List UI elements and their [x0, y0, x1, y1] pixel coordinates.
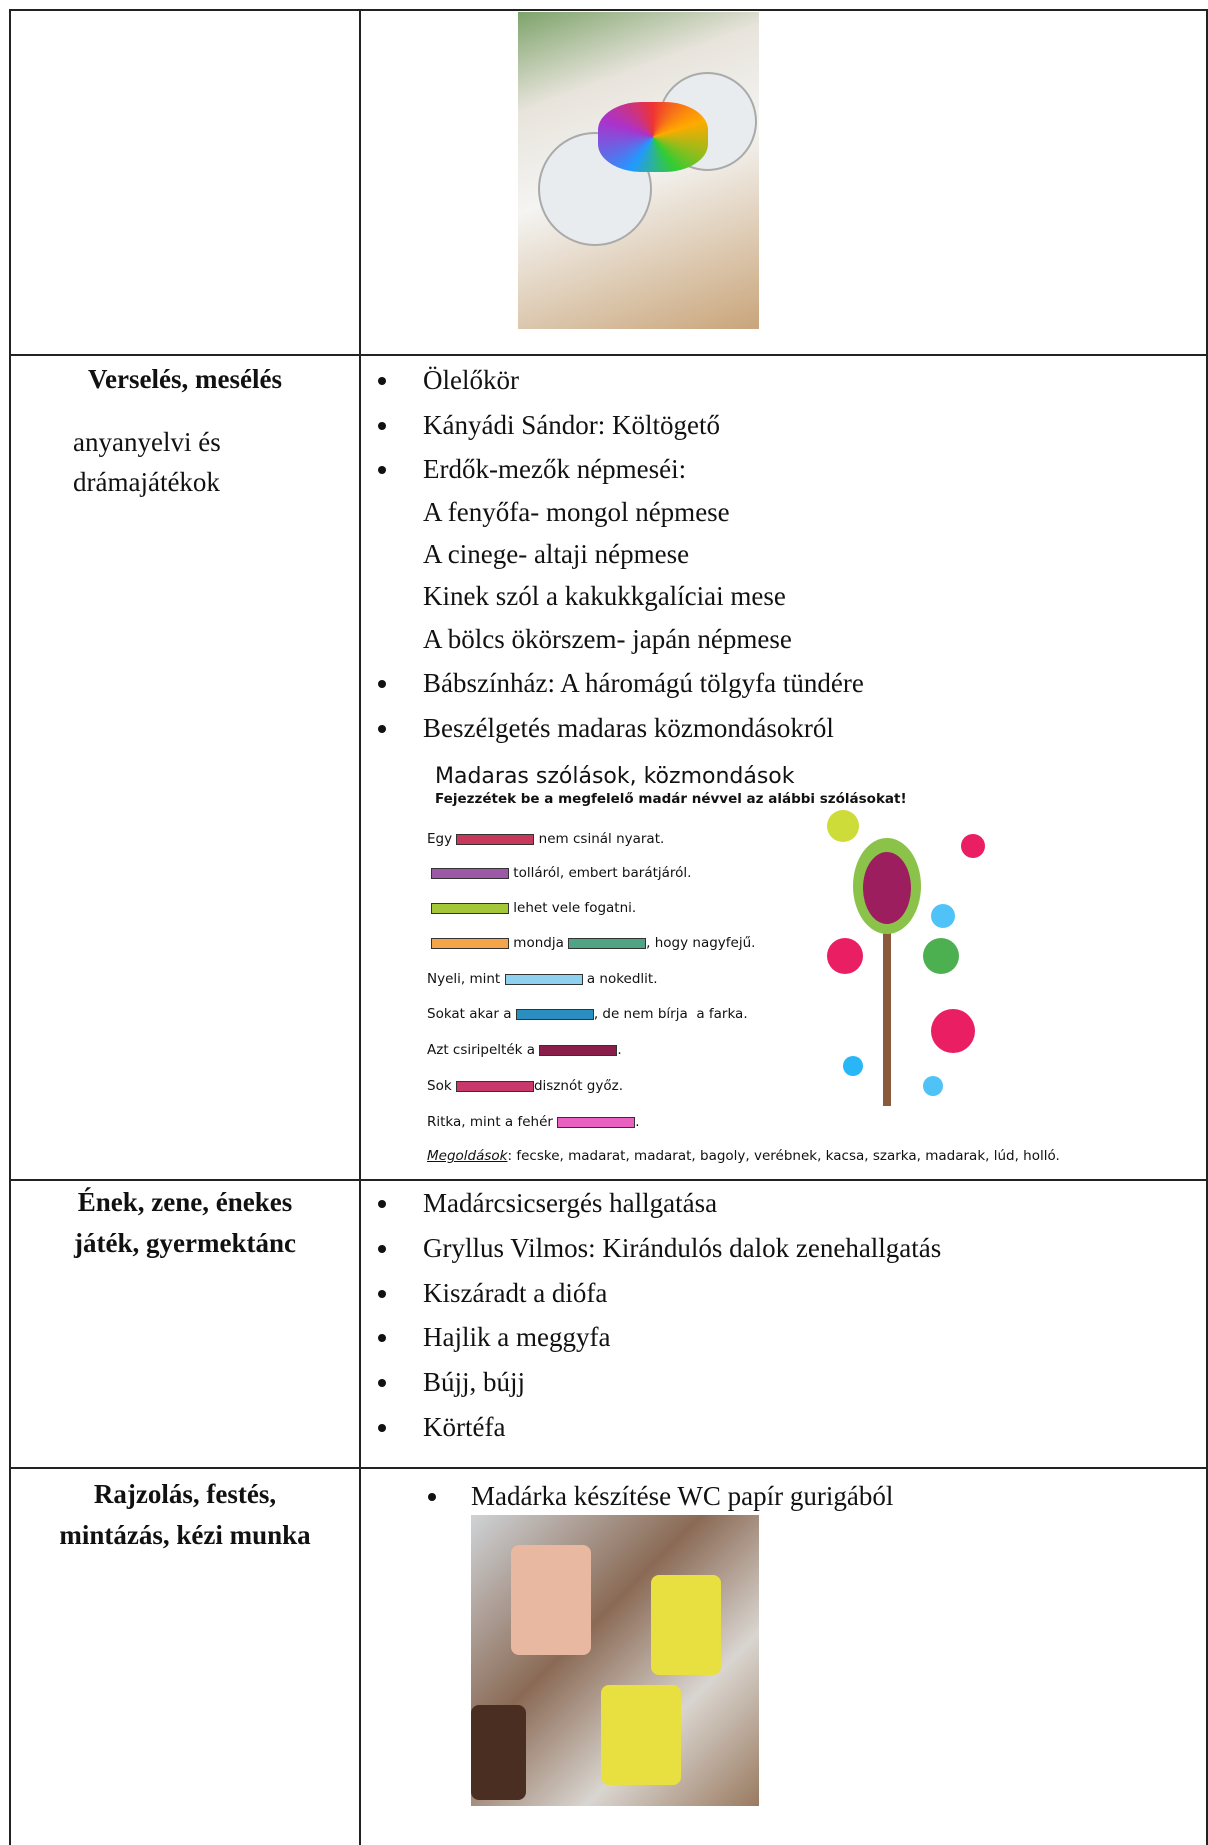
worksheet-text: . — [635, 1114, 640, 1130]
list-item: A bölcs ökörszem- japán népmese — [423, 624, 792, 654]
list-item: Beszélgetés madaras közmondásokról — [423, 713, 834, 743]
blank — [456, 833, 535, 845]
blank — [455, 1080, 534, 1092]
bullet — [378, 422, 386, 430]
list-item: Körtéfa — [423, 1412, 506, 1442]
worksheet-line: tolláról, embert barátjáról. — [431, 863, 691, 883]
row-label: Verselés, mesélés — [88, 364, 282, 394]
list-item: Madárcsicsergés hallgatása — [423, 1188, 718, 1218]
bullet — [428, 1493, 436, 1501]
worksheet-instruction: Fejezzétek be a megfelelő madár névvel a… — [435, 791, 907, 807]
worksheet-text: lehet vele fogatni. — [509, 900, 637, 916]
list-item: Bújj, bújj — [423, 1367, 526, 1397]
bullet — [378, 1200, 386, 1208]
worksheet-line: Sok disznót győz. — [427, 1076, 623, 1096]
worksheet-line: Nyeli, mint a nokedlit. — [427, 969, 658, 989]
worksheet-line: Ritka, mint a fehér . — [427, 1112, 640, 1132]
bullet — [378, 725, 386, 733]
bullet — [378, 1424, 386, 1432]
row-label: drámajátékok — [73, 467, 220, 497]
list-item: Erdők-mezők népmeséi: — [423, 454, 687, 484]
blank — [539, 1044, 618, 1056]
worksheet-text: tolláról, embert barátjáról. — [509, 865, 692, 881]
table-border — [359, 9, 361, 1845]
worksheet-line: Sokat akar a , de nem bírja a farka. — [427, 1004, 748, 1024]
solutions-label: Megoldások — [427, 1148, 508, 1164]
worksheet-text: disznót győz. — [533, 1078, 623, 1094]
worksheet-line: mondja , hogy nagyfejű. — [431, 933, 755, 953]
photo — [518, 12, 759, 329]
blank — [568, 937, 647, 949]
list-item: Ölelőkör — [423, 365, 519, 395]
worksheet-text: . — [617, 1042, 622, 1058]
blank — [431, 867, 509, 879]
worksheet-text: Nyeli, mint — [427, 971, 505, 987]
bullet — [378, 466, 386, 474]
blank — [504, 973, 583, 985]
worksheet-line: lehet vele fogatni. — [431, 898, 636, 918]
worksheet-text: Egy — [427, 831, 457, 847]
list-item: Gryllus Vilmos: Kirándulós dalok zenehal… — [423, 1233, 942, 1263]
table-border — [9, 1467, 1208, 1469]
table-border — [9, 1179, 1208, 1181]
list-item: Kányádi Sándor: Költögető — [423, 410, 720, 440]
bullet — [378, 680, 386, 688]
table-border — [9, 9, 11, 1845]
bullet — [378, 1290, 386, 1298]
row-label: játék, gyermektánc — [74, 1228, 296, 1258]
list-item: Bábszínház: A háromágú tölgyfa tündére — [423, 668, 864, 698]
table-border — [9, 9, 1208, 11]
blank — [557, 1116, 636, 1128]
worksheet-text: , de nem bírja a farka. — [593, 1006, 748, 1022]
list-item: Madárka készítése WC papír gurigából — [471, 1481, 894, 1511]
table-border — [1206, 9, 1208, 1845]
worksheet-text: Sokat akar a — [427, 1006, 516, 1022]
worksheet-text: Sok — [427, 1078, 456, 1094]
bullet — [378, 1379, 386, 1387]
list-item: Kinek szól a kakukkgalíciai mese — [423, 581, 786, 611]
worksheet: Madaras szólások, közmondások Fejezzétek … — [427, 760, 1089, 1172]
worksheet-text: Ritka, mint a fehér — [427, 1114, 558, 1130]
blank — [515, 1008, 594, 1020]
worksheet-title: Madaras szólások, közmondások — [435, 764, 795, 789]
bullet — [378, 1334, 386, 1342]
solutions-text: : fecske, madarat, madarat, bagoly, veré… — [507, 1148, 1060, 1164]
blank — [431, 937, 509, 949]
blank — [431, 902, 509, 914]
worksheet-text: nem csinál nyarat. — [534, 831, 665, 847]
worksheet-line: Azt csiripelték a . — [427, 1040, 622, 1060]
list-item: A cinege- altaji népmese — [423, 539, 690, 569]
list-item: A fenyőfa- mongol népmese — [423, 497, 730, 527]
table-border — [9, 354, 1208, 356]
worksheet-text: mondja — [509, 935, 569, 951]
row-label: Rajzolás, festés, — [93, 1479, 277, 1509]
solutions: Megoldások: fecske, madarat, madarat, ba… — [427, 1146, 1060, 1166]
list-item: Kiszáradt a diófa — [423, 1278, 608, 1308]
photo — [471, 1515, 759, 1806]
worksheet-line: Egy nem csinál nyarat. — [427, 829, 664, 849]
worksheet-text: a nokedlit. — [582, 971, 658, 987]
worksheet-text: , hogy nagyfejű. — [646, 935, 756, 951]
row-label: mintázás, kézi munka — [59, 1520, 311, 1550]
worksheet-text: Azt csiripelték a — [427, 1042, 540, 1058]
bullet — [378, 377, 386, 385]
bullet — [378, 1245, 386, 1253]
row-label: anyanyelvi és — [73, 427, 221, 457]
illustration — [827, 810, 985, 1106]
row-label: Ének, zene, énekes — [77, 1187, 293, 1217]
list-item: Hajlik a meggyfa — [423, 1322, 611, 1352]
